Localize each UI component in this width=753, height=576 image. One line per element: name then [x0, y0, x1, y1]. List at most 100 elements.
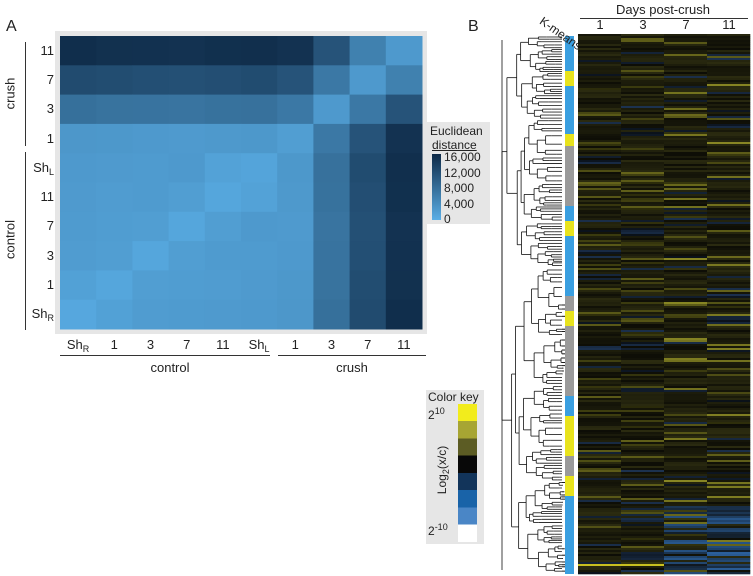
heatmap-cell — [60, 182, 97, 213]
expression-cell — [621, 172, 665, 175]
expression-cell — [664, 360, 708, 363]
expression-cell — [621, 520, 665, 523]
expression-cell — [621, 256, 665, 259]
expression-cell — [664, 398, 708, 401]
expression-cell — [621, 482, 665, 485]
column-tick-label: 1 — [110, 337, 118, 352]
expression-cell — [578, 544, 622, 547]
expression-cell — [664, 328, 708, 331]
expression-cell — [578, 114, 622, 117]
expression-cell — [707, 426, 751, 429]
expression-cell — [621, 234, 665, 237]
expression-cell — [621, 150, 665, 153]
expression-cell — [578, 452, 622, 455]
expression-cell — [578, 110, 622, 113]
expression-cell — [707, 508, 751, 511]
expression-cell — [707, 144, 751, 147]
color-key-bottom-label: 2-10 — [428, 522, 448, 538]
row-tick-label: 1 — [46, 277, 54, 293]
heatmap-cell — [204, 153, 242, 183]
heatmap-cell — [96, 270, 133, 301]
expression-cell — [621, 270, 665, 273]
expression-cell — [664, 302, 708, 305]
expression-cell — [707, 178, 751, 181]
heatmap-cell — [349, 299, 387, 330]
expression-cell — [664, 94, 708, 97]
kmeans-segment — [565, 311, 574, 326]
expression-cell — [621, 130, 665, 133]
expression-cell — [578, 196, 622, 199]
expression-cell — [621, 190, 665, 193]
expression-cell — [707, 118, 751, 121]
expression-cell — [707, 222, 751, 225]
expression-cell — [578, 328, 622, 331]
expression-cell — [621, 508, 665, 511]
expression-cell — [578, 460, 622, 463]
expression-cell — [664, 400, 708, 403]
expression-cell — [578, 418, 622, 421]
expression-cell — [664, 502, 708, 505]
heatmap-cell — [96, 65, 133, 96]
distance-legend: Euclidean distance 16,000 12,000 8,000 4,00… — [427, 122, 490, 226]
heatmap-cell — [60, 123, 97, 154]
expression-cell — [707, 98, 751, 101]
expression-cell — [578, 36, 622, 39]
expression-cell — [621, 238, 665, 241]
expression-cell — [578, 278, 622, 281]
expression-cell — [621, 432, 665, 435]
heatmap-cell — [349, 153, 387, 183]
expression-cell — [707, 488, 751, 491]
expression-cell — [664, 394, 708, 397]
column-tick-label: 11 — [216, 337, 230, 352]
expression-cell — [621, 44, 665, 47]
expression-cell — [664, 284, 708, 287]
expression-cell — [664, 78, 708, 81]
expression-cell — [664, 312, 708, 315]
expression-cell — [664, 462, 708, 465]
expression-cell — [578, 108, 622, 111]
expression-cell — [578, 364, 622, 367]
expression-cell — [707, 168, 751, 171]
expression-cell — [707, 468, 751, 471]
expression-cell — [578, 336, 622, 339]
expression-cell — [578, 492, 622, 495]
expression-cell — [578, 146, 622, 149]
expression-cell — [664, 216, 708, 219]
expression-cell — [578, 54, 622, 57]
expression-cell — [707, 418, 751, 421]
expression-cell — [664, 426, 708, 429]
expression-cell — [664, 110, 708, 113]
heatmap-cell — [385, 270, 423, 301]
expression-cell — [621, 460, 665, 463]
expression-cell — [664, 512, 708, 515]
expression-cell — [621, 474, 665, 477]
expression-cell — [578, 128, 622, 131]
expression-cell — [621, 558, 665, 561]
expression-cell — [621, 404, 665, 407]
heatmap-cell — [385, 182, 423, 213]
expression-cell — [578, 352, 622, 355]
expression-cell — [578, 374, 622, 377]
heatmap-cell — [313, 241, 351, 271]
expression-cell — [664, 88, 708, 91]
expression-cell — [707, 496, 751, 499]
expression-cell — [578, 164, 622, 167]
expression-cell — [578, 306, 622, 309]
expression-cell — [578, 324, 622, 327]
expression-cell — [707, 122, 751, 125]
expression-cell — [664, 266, 708, 269]
expression-cell — [664, 510, 708, 513]
expression-cell — [707, 360, 751, 363]
expression-cell — [621, 488, 665, 491]
expression-cell — [664, 242, 708, 245]
expression-cell — [621, 392, 665, 395]
heatmap-cell — [313, 299, 351, 330]
expression-cell — [664, 84, 708, 87]
expression-cell — [707, 96, 751, 99]
expression-cell — [621, 336, 665, 339]
expression-cell — [664, 148, 708, 151]
color-key-top-exp: 10 — [434, 406, 445, 416]
expression-cell — [707, 356, 751, 359]
expression-cell — [664, 196, 708, 199]
expression-cell — [664, 548, 708, 551]
